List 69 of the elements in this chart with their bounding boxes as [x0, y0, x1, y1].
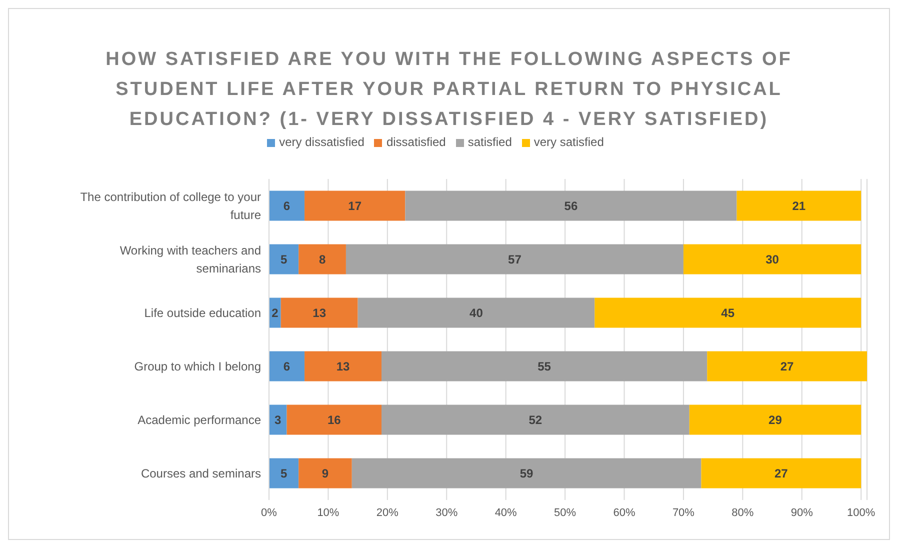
data-label: 56 — [564, 199, 578, 214]
y-tick-label: Working with teachers and seminarians — [120, 243, 261, 276]
bar — [304, 190, 406, 221]
bar — [701, 458, 862, 488]
x-tick-label: 90% — [790, 506, 814, 519]
bar — [358, 298, 595, 328]
x-tick-label: 60% — [613, 506, 636, 519]
data-label: 57 — [508, 252, 522, 267]
x-tick-label: 10% — [317, 506, 340, 519]
data-label: 5 — [280, 466, 288, 481]
data-label: 5 — [280, 252, 288, 267]
data-label: 2 — [272, 306, 279, 320]
bar — [381, 351, 708, 382]
bar — [269, 458, 299, 488]
bar — [269, 404, 287, 435]
y-tick-label: Life outside education — [144, 306, 261, 320]
data-label: 27 — [780, 360, 794, 374]
legend-label: very satisfied — [534, 135, 604, 149]
bar — [683, 244, 862, 274]
x-tick-label: 0% — [261, 506, 278, 519]
x-tick-label: 20% — [376, 506, 399, 519]
y-tick-label: Group to which I belong — [134, 359, 261, 374]
y-tick-label: Courses and seminars — [140, 466, 261, 480]
data-label: 6 — [283, 199, 290, 214]
data-label: 55 — [538, 360, 552, 374]
bar — [381, 404, 690, 435]
data-label: 59 — [520, 466, 534, 481]
data-label: 13 — [336, 360, 350, 374]
data-label: 21 — [792, 199, 806, 214]
x-tick-label: 30% — [436, 506, 458, 519]
data-label: 40 — [470, 306, 484, 320]
bar — [707, 351, 867, 382]
data-label: 29 — [768, 413, 782, 428]
y-tick-label: The contribution of college to your future — [80, 190, 262, 222]
bar — [298, 244, 346, 274]
x-tick-label: 40% — [494, 506, 518, 519]
data-label: 52 — [528, 413, 542, 428]
bar — [269, 190, 305, 221]
chart-title: HOW SATISFIED ARE YOU WITH THE FOLLOWING ASPECTS OF STUDENT LIFE AFTER YOUR PARTIAL RETURN TO PHYSICAL EDUCATION? (1- VERY DISSATISFIED 4 - VERY SATISFIED) — [104, 48, 794, 132]
data-label: 45 — [721, 306, 735, 320]
legend-label: dissatisfied — [386, 135, 446, 149]
legend-label: very dissatisfied — [279, 135, 364, 149]
bar — [304, 351, 382, 382]
bar — [594, 298, 862, 328]
data-label: 30 — [766, 252, 780, 267]
bar — [269, 351, 305, 382]
data-label: 6 — [283, 360, 290, 374]
legend-label: satisfied — [468, 135, 512, 149]
bar — [346, 244, 684, 274]
data-label: 3 — [274, 413, 282, 428]
bar — [405, 190, 737, 221]
bar — [298, 458, 352, 488]
x-tick-label: 100% — [847, 506, 876, 519]
data-label: 13 — [312, 306, 326, 320]
bar — [736, 190, 862, 221]
data-label: 9 — [322, 466, 329, 481]
y-tick-label: Academic performance — [138, 412, 262, 427]
x-tick-label: 70% — [672, 506, 695, 519]
bar — [286, 404, 382, 435]
data-label: 27 — [774, 466, 788, 481]
bar — [689, 404, 862, 435]
x-tick-label: 50% — [554, 506, 576, 519]
data-label: 16 — [327, 413, 342, 428]
data-label: 17 — [348, 199, 362, 214]
x-tick-label: 80% — [732, 506, 754, 519]
data-label: 8 — [318, 252, 326, 267]
bar — [280, 298, 358, 328]
bar — [269, 244, 299, 274]
bar — [352, 458, 702, 488]
